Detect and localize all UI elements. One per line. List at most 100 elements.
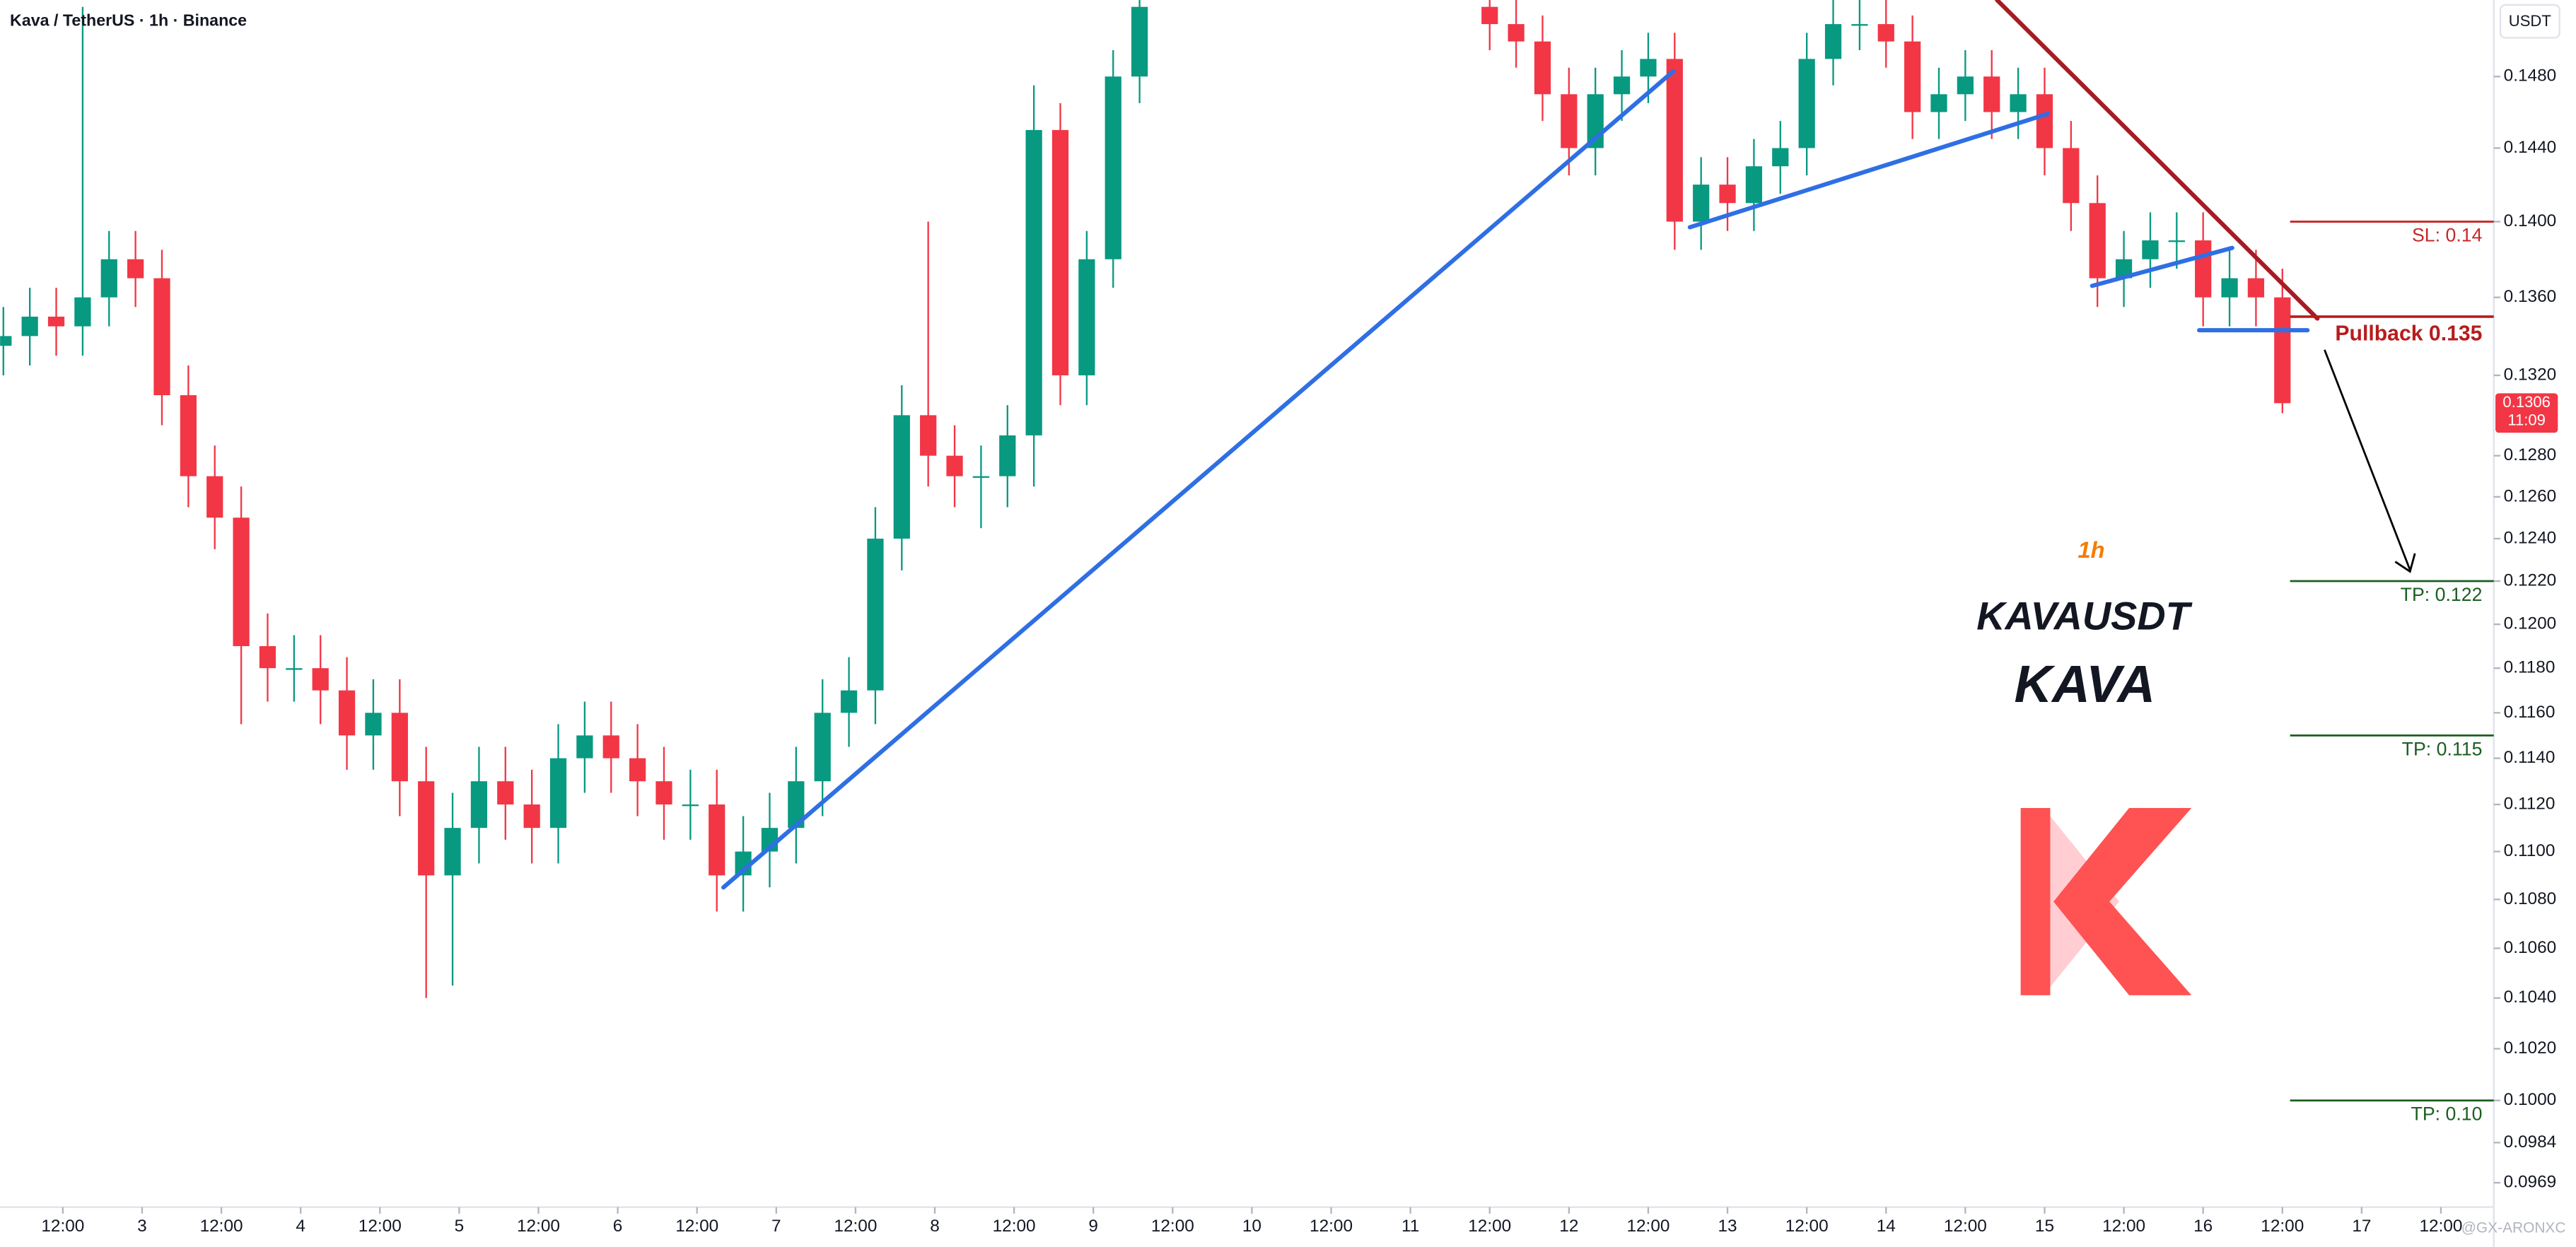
candle-body bbox=[682, 804, 699, 807]
candle-body bbox=[2089, 203, 2106, 279]
candle-body bbox=[1025, 129, 1042, 435]
x-tick-label: 12:00 bbox=[517, 1217, 560, 1236]
x-tick-label: 9 bbox=[1088, 1217, 1098, 1236]
level-label: TP: 0.115 bbox=[2402, 738, 2483, 759]
candle-body bbox=[418, 781, 435, 876]
candle-body bbox=[709, 804, 725, 876]
y-tick-label: 0.1060 bbox=[2504, 938, 2557, 957]
candle-body bbox=[1851, 24, 1868, 26]
candle-body bbox=[814, 713, 831, 782]
target-arrow bbox=[2324, 349, 2416, 573]
candle-body bbox=[1983, 76, 2000, 112]
candle-body bbox=[100, 259, 117, 298]
candle-body bbox=[1745, 166, 1763, 204]
candle-body bbox=[788, 781, 805, 829]
y-tick-label: 0.1140 bbox=[2504, 748, 2555, 767]
logo-bar bbox=[2020, 808, 2051, 995]
x-tick-label: 8 bbox=[930, 1217, 940, 1236]
x-tick-label: 12:00 bbox=[200, 1217, 243, 1236]
x-tick-label: 12:00 bbox=[2261, 1217, 2304, 1236]
x-tick-label: 12:00 bbox=[2419, 1217, 2462, 1236]
candle-body bbox=[999, 435, 1016, 476]
y-tick-label: 0.0984 bbox=[2504, 1132, 2557, 1152]
candle-body bbox=[1693, 185, 1710, 222]
x-tick-label: 12:00 bbox=[359, 1217, 402, 1236]
candle-body bbox=[1078, 259, 1095, 375]
y-tick-label: 0.1280 bbox=[2504, 445, 2557, 464]
y-tick-label: 0.1260 bbox=[2504, 486, 2557, 505]
x-tick-label: 4 bbox=[296, 1217, 305, 1236]
candle-body bbox=[259, 646, 276, 669]
candle-body bbox=[1640, 59, 1657, 77]
candle-body bbox=[2195, 240, 2212, 298]
x-tick-label: 16 bbox=[2193, 1217, 2213, 1236]
level-label: TP: 0.122 bbox=[2401, 584, 2483, 605]
x-tick-label: 11 bbox=[1401, 1217, 1419, 1236]
x-tick-label: 12:00 bbox=[1310, 1217, 1353, 1236]
y-tick-label: 0.1180 bbox=[2504, 658, 2555, 677]
trend-line bbox=[2090, 245, 2234, 288]
candle-body bbox=[1957, 76, 1974, 95]
candle-body bbox=[629, 758, 646, 782]
x-tick-label: 6 bbox=[613, 1217, 623, 1236]
candle-body bbox=[920, 415, 937, 456]
chart-title: Kava / TetherUS · 1h · Binance bbox=[10, 11, 247, 29]
arrow-head bbox=[2394, 553, 2416, 573]
arrow-shaft bbox=[2324, 349, 2411, 570]
candle-body bbox=[655, 781, 672, 805]
y-tick-label: 0.1440 bbox=[2504, 138, 2557, 157]
trend-line bbox=[721, 69, 1676, 890]
x-tick-label: 17 bbox=[2352, 1217, 2371, 1236]
y-tick-label: 0.1020 bbox=[2504, 1038, 2557, 1058]
y-tick-label: 0.1040 bbox=[2504, 988, 2557, 1007]
y-tick-label: 0.1120 bbox=[2504, 794, 2555, 813]
watermark: @GX-ARONXC bbox=[2461, 1219, 2566, 1236]
candle-body bbox=[338, 690, 356, 736]
candle-body bbox=[972, 476, 990, 478]
kava-logo bbox=[2020, 808, 2192, 995]
y-tick-label: 0.1200 bbox=[2504, 614, 2557, 633]
candle-body bbox=[1930, 94, 1947, 112]
candle-body bbox=[2168, 240, 2185, 242]
x-tick-label: 12:00 bbox=[1468, 1217, 1511, 1236]
candle-body bbox=[549, 758, 567, 829]
x-tick-label: 10 bbox=[1242, 1217, 1261, 1236]
candle-body bbox=[1772, 148, 1789, 167]
plot-area bbox=[0, 0, 2320, 998]
y-tick-label: 0.1160 bbox=[2504, 703, 2555, 722]
x-tick-label: 12 bbox=[1559, 1217, 1578, 1236]
y-tick-label: 0.1360 bbox=[2504, 287, 2557, 306]
price-tag-countdown: 11:09 bbox=[2507, 411, 2546, 429]
candle-body bbox=[1613, 76, 1631, 95]
currency-label: USDT bbox=[2509, 12, 2551, 30]
candle-body bbox=[2221, 278, 2238, 298]
candle-body bbox=[2010, 94, 2027, 112]
y-tick-label: 0.1240 bbox=[2504, 528, 2557, 547]
x-tick-label: 12:00 bbox=[41, 1217, 84, 1236]
candle-body bbox=[1877, 24, 1894, 42]
candle-body bbox=[1534, 41, 1551, 95]
symbol-annotation: KAVAUSDT bbox=[1976, 595, 2192, 638]
candle-body bbox=[840, 690, 858, 713]
x-tick-label: 12:00 bbox=[1944, 1217, 1987, 1236]
candle-body bbox=[180, 395, 197, 476]
currency-box bbox=[2499, 4, 2560, 39]
candle-body bbox=[497, 781, 514, 805]
level-label: SL: 0.14 bbox=[2412, 225, 2483, 246]
candle-body bbox=[2274, 297, 2291, 404]
level-label: TP: 0.10 bbox=[2411, 1103, 2483, 1125]
candle-body bbox=[1051, 129, 1069, 375]
y-tick-label: 0.1100 bbox=[2504, 841, 2555, 860]
candle-body bbox=[444, 828, 461, 876]
y-tick-label: 0.1220 bbox=[2504, 570, 2557, 590]
x-tick-label: 14 bbox=[1877, 1217, 1896, 1236]
x-tick-label: 13 bbox=[1718, 1217, 1737, 1236]
x-tick-label: 15 bbox=[2035, 1217, 2054, 1236]
candle-body bbox=[946, 455, 963, 476]
price-tag bbox=[2495, 393, 2558, 433]
candle-body bbox=[2115, 259, 2133, 279]
candle-body bbox=[1131, 6, 1148, 77]
y-tick-label: 0.1400 bbox=[2504, 211, 2557, 230]
